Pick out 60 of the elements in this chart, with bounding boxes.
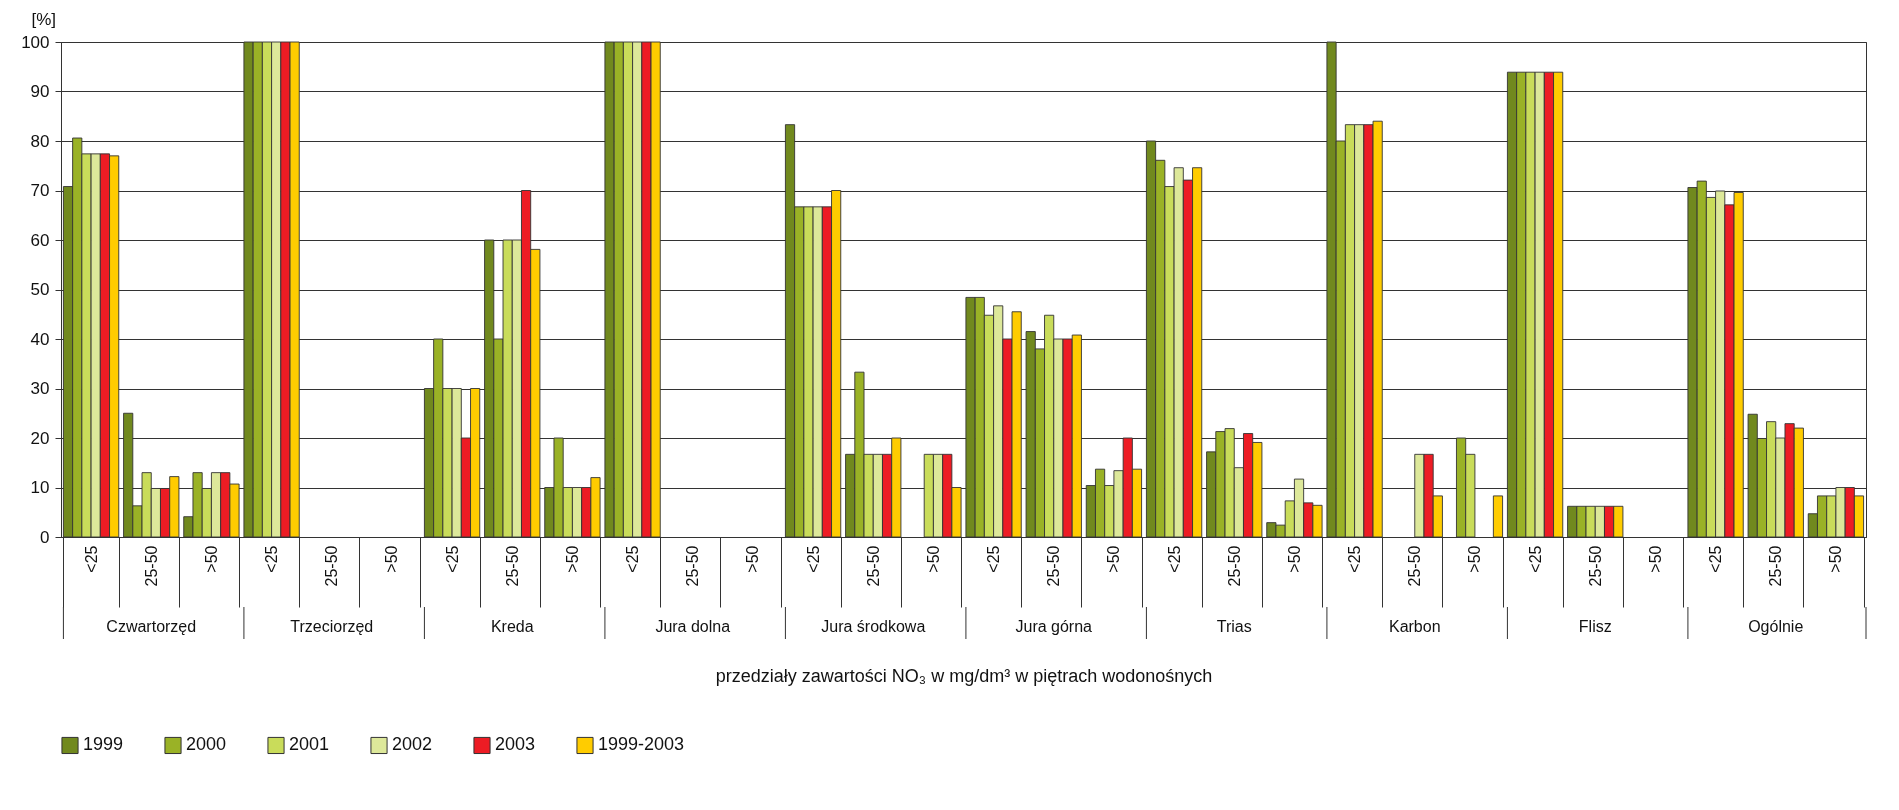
text: Jura dolna (655, 618, 731, 635)
text: Kreda (490, 618, 534, 635)
x-tick-label: <25 (443, 545, 461, 573)
legend-label: 2002 (392, 734, 433, 755)
legend-label: 2000 (186, 734, 227, 755)
x-tick-label: <25 (804, 545, 822, 573)
legend-label: 2001 (289, 734, 330, 755)
text: Trias (1216, 618, 1252, 635)
text: Karbon (1388, 618, 1441, 635)
x-tick-label: 25-50 (503, 545, 521, 587)
x-tick-label: >50 (202, 545, 220, 573)
x-tick-label: <25 (1526, 545, 1544, 573)
x-tick-label: <25 (263, 545, 281, 573)
y-tick-label: 70 (30, 181, 50, 200)
y-tick-label: 100 (21, 32, 50, 52)
x-tick-label: 25-50 (323, 545, 341, 587)
y-tick-label: 50 (30, 280, 50, 299)
x-tick-label: >50 (1105, 545, 1123, 573)
y-tick-label: 10 (30, 478, 50, 497)
y-tick-label: 40 (30, 329, 50, 349)
x-tick-label: >50 (1466, 545, 1484, 573)
text: Czwartorzęd (106, 618, 197, 635)
y-tick-label: 90 (30, 82, 50, 101)
x-tick-label: 25-50 (1045, 545, 1063, 587)
x-tick-label: >50 (1646, 545, 1664, 573)
y-tick-label: 20 (30, 428, 50, 448)
legend-label: 1999-2003 (598, 734, 685, 755)
y-tick-label: 0 (40, 527, 50, 547)
x-tick-label: <25 (82, 545, 100, 573)
text: Flisz (1578, 618, 1612, 635)
legend-label: 2003 (495, 734, 536, 755)
x-tick-label: >50 (1827, 545, 1845, 573)
x-tick-label: >50 (924, 545, 942, 573)
y-tick-label: 80 (30, 131, 50, 151)
x-tick-label: 25-50 (1406, 545, 1424, 587)
x-tick-label: >50 (383, 545, 401, 573)
y-tick-label: 30 (30, 379, 50, 398)
x-axis-title: przedziały zawartości NO₃ w mg/dm³ w piętrach wodonośnych (715, 666, 1213, 686)
x-tick-label: >50 (1285, 545, 1303, 573)
text: Jura górna (1015, 618, 1093, 635)
text: Ogólnie (1748, 618, 1804, 635)
x-tick-label: 25-50 (142, 545, 160, 587)
x-tick-label: <25 (1165, 545, 1183, 573)
x-tick-label: <25 (1707, 545, 1725, 573)
x-tick-label: 25-50 (1225, 545, 1243, 587)
text: Jura środkowa (821, 618, 926, 635)
bar (1492, 495, 1504, 538)
legend-label: 1999 (83, 734, 124, 755)
x-tick-label: 25-50 (684, 545, 702, 587)
x-tick-label: <25 (624, 545, 642, 573)
x-tick-label: <25 (985, 545, 1003, 573)
y-tick-label: 60 (30, 230, 50, 250)
x-tick-label: 25-50 (1586, 545, 1604, 587)
x-tick-label: 25-50 (864, 545, 882, 587)
text: Trzeciorzęd (290, 618, 374, 635)
x-tick-label: >50 (563, 545, 581, 573)
x-tick-label: >50 (744, 545, 762, 573)
x-tick-label: 25-50 (1767, 545, 1785, 587)
x-tick-label: <25 (1346, 545, 1364, 573)
y-axis-title: [%] (31, 9, 57, 29)
